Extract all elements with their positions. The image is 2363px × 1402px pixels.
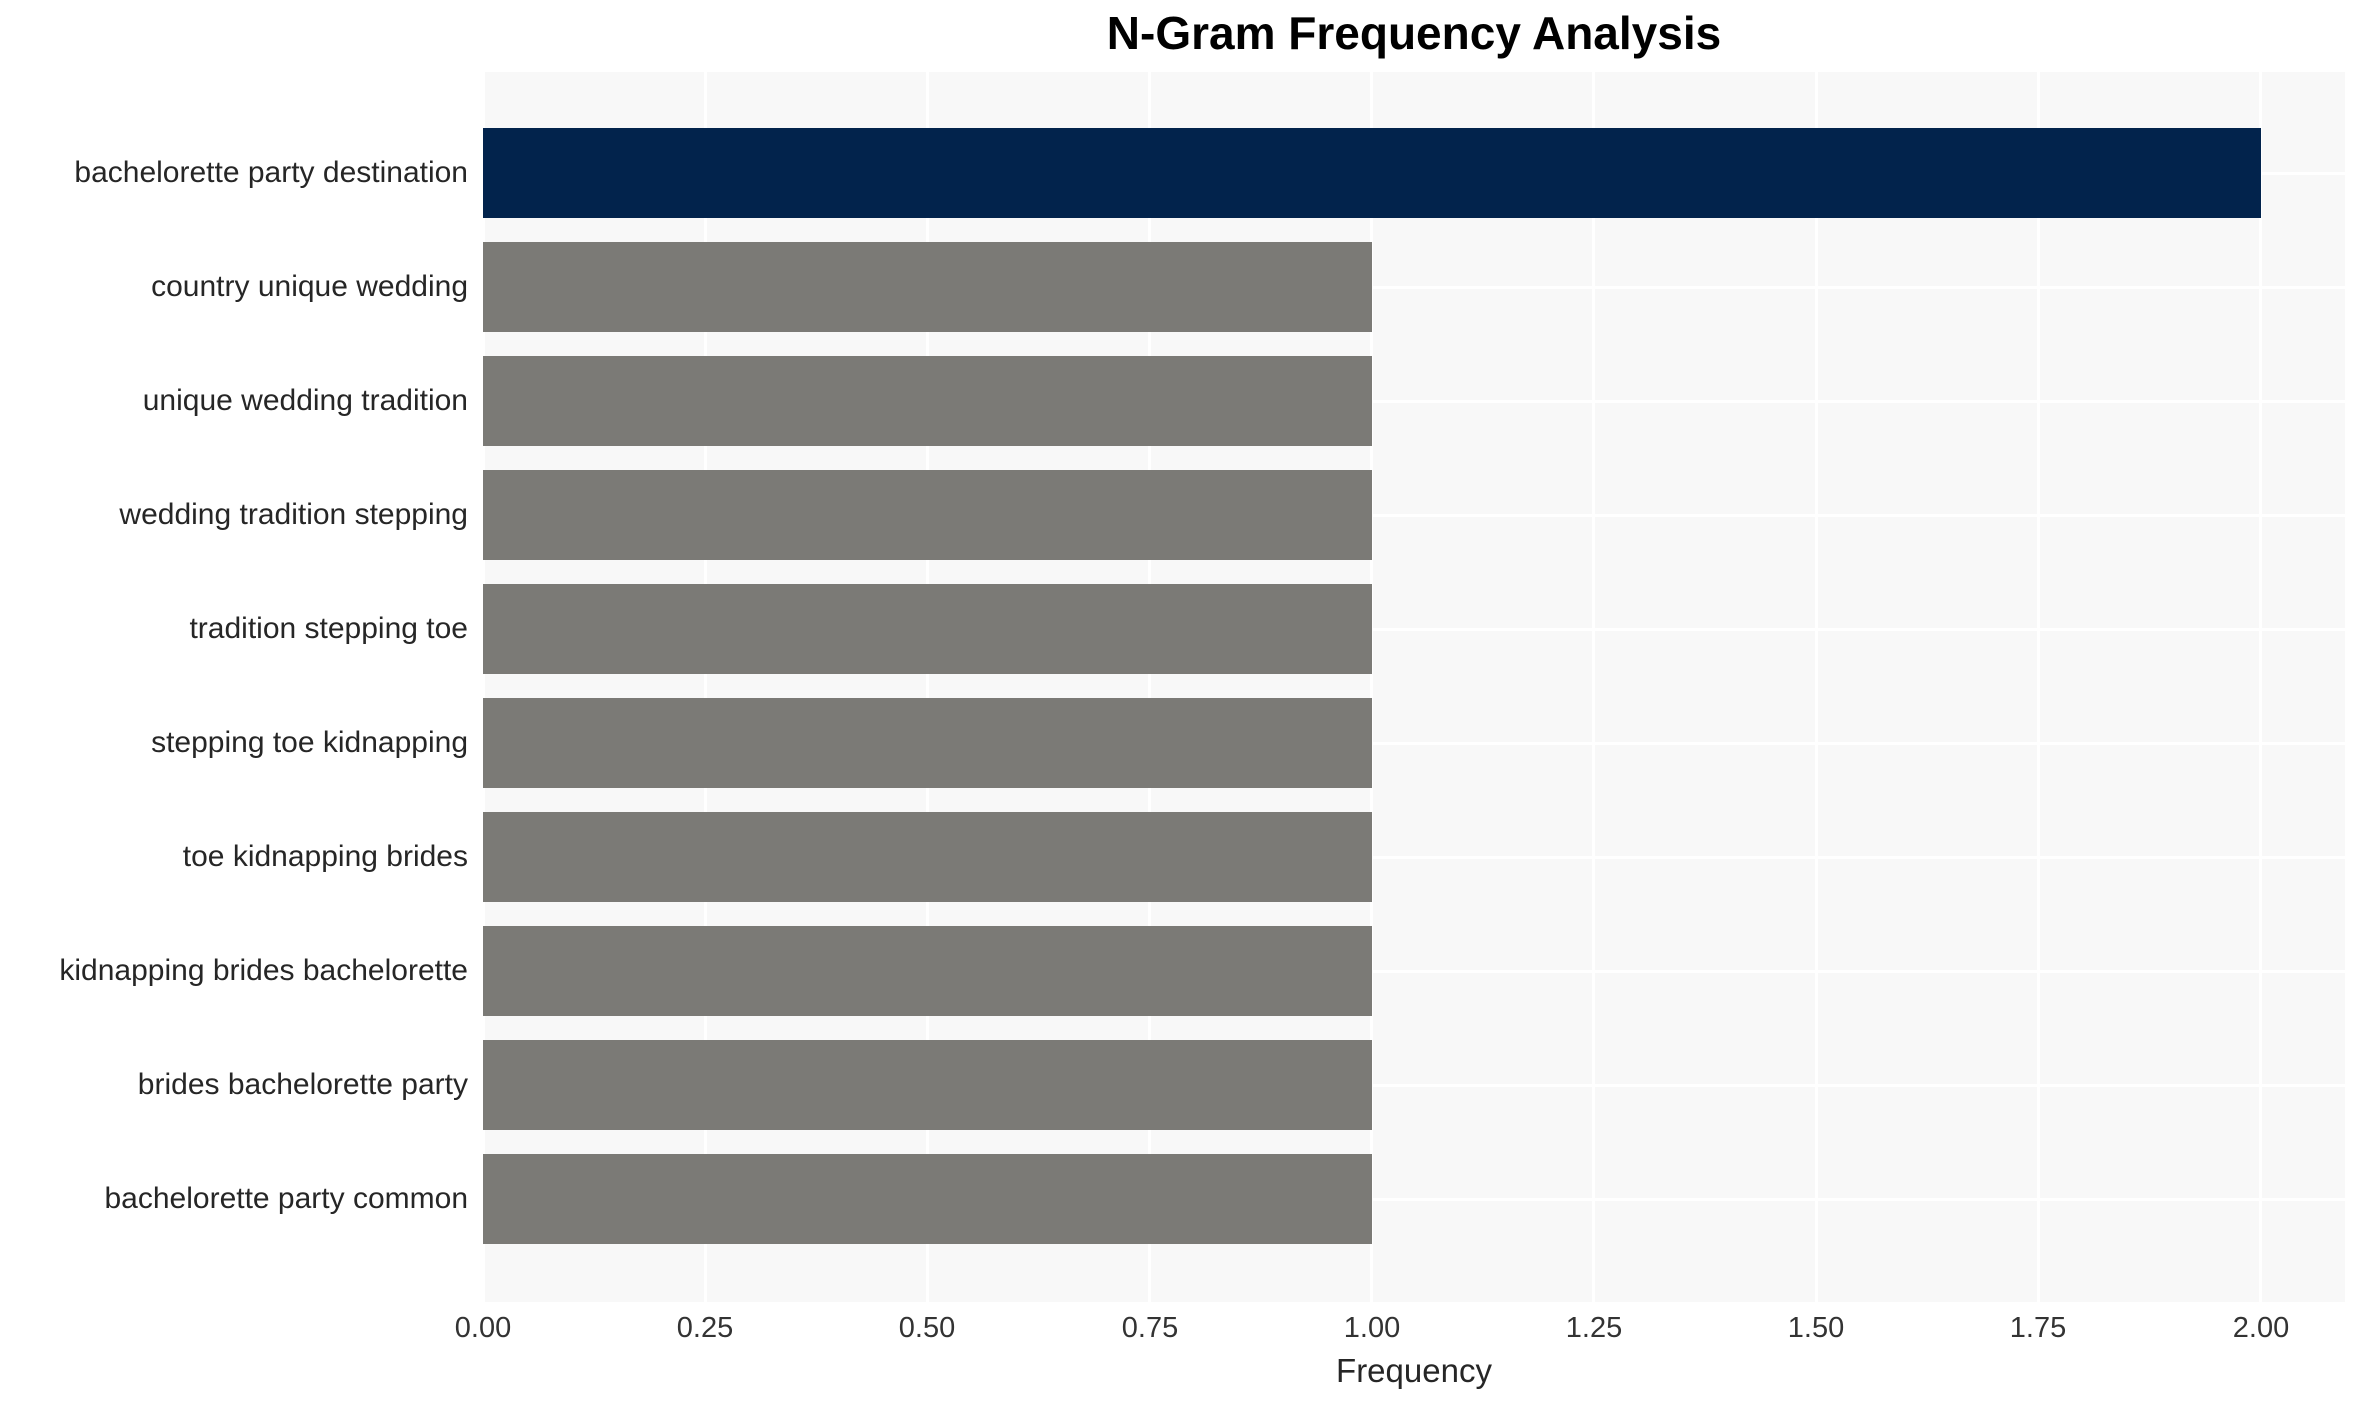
x-tick-label: 1.50 bbox=[1787, 1312, 1845, 1344]
y-gridline bbox=[483, 741, 2345, 745]
bar bbox=[483, 1040, 1372, 1130]
plot-area bbox=[482, 72, 2345, 1302]
x-gridline bbox=[1815, 72, 1818, 1302]
bar bbox=[483, 128, 2261, 218]
x-tick-label: 0.25 bbox=[676, 1312, 734, 1344]
y-gridline bbox=[483, 969, 2345, 973]
x-tick-label: 0.00 bbox=[454, 1312, 512, 1344]
x-tick-label: 0.50 bbox=[898, 1312, 956, 1344]
bar bbox=[483, 926, 1372, 1016]
x-gridline bbox=[1370, 72, 1373, 1302]
y-tick-label: bachelorette party destination bbox=[74, 156, 468, 189]
y-tick-label: kidnapping brides bachelorette bbox=[59, 954, 468, 987]
x-gridline bbox=[1592, 72, 1595, 1302]
y-gridline bbox=[483, 1083, 2345, 1087]
y-tick-label: tradition stepping toe bbox=[189, 612, 468, 645]
x-gridline bbox=[482, 72, 485, 1302]
y-tick-label: unique wedding tradition bbox=[142, 384, 468, 417]
bar bbox=[483, 1154, 1372, 1244]
bar bbox=[483, 812, 1372, 902]
bar bbox=[483, 584, 1372, 674]
y-tick-label: brides bachelorette party bbox=[137, 1068, 468, 1101]
y-axis-labels: bachelorette party destination country un… bbox=[0, 72, 468, 1302]
x-tick-label: 1.25 bbox=[1565, 1312, 1623, 1344]
y-gridline bbox=[483, 399, 2345, 403]
x-axis-title: Frequency bbox=[1336, 1352, 1492, 1389]
x-tick-label: 1.75 bbox=[2009, 1312, 2067, 1344]
x-gridline bbox=[704, 72, 707, 1302]
x-gridline bbox=[1148, 72, 1151, 1302]
y-tick-label: wedding tradition stepping bbox=[119, 498, 468, 531]
x-gridline bbox=[926, 72, 929, 1302]
bar bbox=[483, 470, 1372, 560]
x-tick-label: 0.75 bbox=[1121, 1312, 1179, 1344]
y-tick-label: toe kidnapping brides bbox=[182, 840, 468, 873]
bar bbox=[483, 242, 1372, 332]
y-gridline bbox=[483, 285, 2345, 289]
x-gridline bbox=[2037, 72, 2040, 1302]
y-gridline bbox=[483, 513, 2345, 517]
y-gridline bbox=[483, 627, 2345, 631]
bar bbox=[483, 356, 1372, 446]
y-tick-label: bachelorette party common bbox=[104, 1182, 468, 1215]
bar bbox=[483, 698, 1372, 788]
y-tick-label: stepping toe kidnapping bbox=[151, 726, 468, 759]
x-tick-label: 2.00 bbox=[2232, 1312, 2290, 1344]
y-tick-label: country unique wedding bbox=[151, 270, 468, 303]
x-gridline bbox=[2259, 72, 2262, 1302]
y-gridline bbox=[483, 1197, 2345, 1201]
x-tick-label: 1.00 bbox=[1343, 1312, 1401, 1344]
chart-title: N-Gram Frequency Analysis bbox=[1106, 7, 1722, 59]
y-gridline bbox=[483, 855, 2345, 859]
